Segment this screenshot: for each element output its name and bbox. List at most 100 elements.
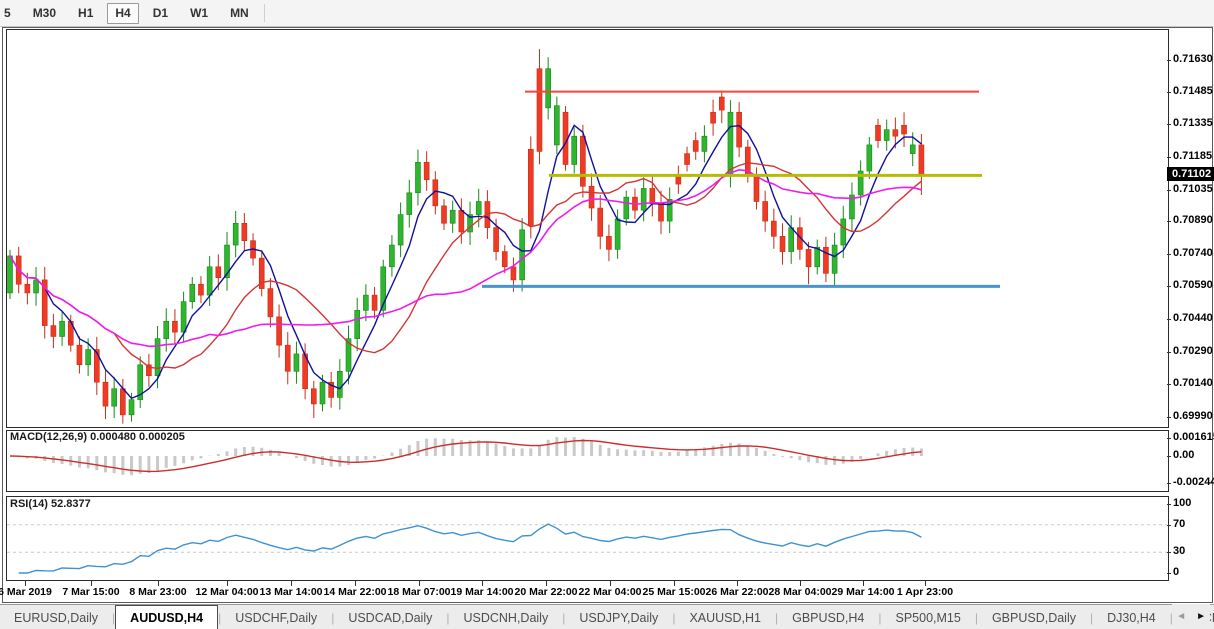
time-axis-label: 20 Mar 22:00 <box>514 586 578 598</box>
timeframe-button-5[interactable]: 5 <box>4 5 11 20</box>
macd-indicator-plot[interactable] <box>6 430 1169 492</box>
chart-tab-usdcnh-daily[interactable]: USDCNH,Daily <box>463 610 549 625</box>
time-axis-label: 29 Mar 14:00 <box>831 586 895 598</box>
axis-tick <box>1167 124 1171 126</box>
tab-separator: | <box>1089 610 1094 625</box>
axis-tick <box>1167 504 1171 505</box>
time-axis-label: 26 Mar 22:00 <box>705 586 769 598</box>
chart-tab-usdcad-daily[interactable]: USDCAD,Daily <box>348 610 433 625</box>
price-axis-label: 0.70890 <box>1173 214 1213 227</box>
timeframe-button-d1[interactable]: D1 <box>152 5 169 20</box>
price-axis-label: 0.71485 <box>1173 84 1213 97</box>
chart-tab-usdchf-daily[interactable]: USDCHF,Daily <box>235 610 318 625</box>
tab-scroll-right-icon[interactable]: ► <box>1196 611 1206 622</box>
tab-separator: | <box>446 610 450 625</box>
axis-tick <box>1167 253 1171 255</box>
axis-tick <box>1167 189 1171 191</box>
time-axis-label: 22 Mar 04:00 <box>578 586 642 598</box>
axis-tick <box>1167 60 1171 61</box>
chart-tab-audusd-h4[interactable]: AUDUSD,H4 <box>115 605 219 629</box>
chart-tab-usdjpy-daily[interactable]: USDJPY,Daily <box>579 610 659 625</box>
price-axis-label: 0.70590 <box>1173 279 1213 292</box>
tab-separator: | <box>562 610 566 625</box>
macd-axis-label: 0.001615 <box>1173 430 1214 443</box>
timeframe-button-m30[interactable]: M30 <box>32 5 57 20</box>
price-axis-label: 0.69990 <box>1173 410 1213 423</box>
axis-tick <box>1167 319 1171 321</box>
axis-tick <box>1167 156 1171 158</box>
current-price-tag: 0.71102 <box>1167 166 1214 181</box>
axis-tick <box>1167 524 1171 526</box>
rsi-axis-label: 30 <box>1173 545 1186 558</box>
axis-tick <box>1167 286 1171 288</box>
price-chart-plot[interactable] <box>6 29 1169 428</box>
time-axis-tick <box>863 581 864 586</box>
price-axis-label: 0.70140 <box>1173 377 1213 390</box>
time-axis-label: 28 Mar 04:00 <box>768 586 832 598</box>
timeframe-button-mn[interactable]: MN <box>230 5 249 20</box>
tab-separator: | <box>878 610 882 625</box>
chart-tab-eurusd-daily[interactable]: EURUSD,Daily <box>14 610 99 625</box>
rsi-axis-label: 0 <box>1173 566 1180 578</box>
time-axis-tick <box>419 581 420 586</box>
chart-tab-gbpusd-daily[interactable]: GBPUSD,Daily <box>991 610 1076 625</box>
chart-tab-sp500-m15[interactable]: SP500,M15 <box>895 610 961 625</box>
axis-tick <box>1167 483 1171 485</box>
chart-tab-gbpusd-h4[interactable]: GBPUSD,H4 <box>792 610 865 625</box>
axis-tick <box>1167 91 1171 93</box>
rsi-label: RSI(14) 52.8377 <box>10 498 91 510</box>
timeframe-button-h4[interactable]: H4 <box>107 2 139 24</box>
tab-separator: | <box>218 610 222 625</box>
time-axis-label: 8 Mar 23:00 <box>129 586 187 598</box>
price-axis-label: 0.71035 <box>1173 182 1213 195</box>
axis-tick <box>1167 437 1171 439</box>
tab-separator: | <box>1170 605 1173 629</box>
time-axis-label: 18 Mar 07:00 <box>387 586 451 598</box>
chart-tab-dj30-h4[interactable]: DJ30,H4 <box>1107 610 1156 625</box>
axis-tick <box>1167 351 1171 353</box>
tab-scroll-buttons: ◄ ► <box>1172 604 1210 629</box>
time-axis-label: 12 Mar 04:00 <box>195 586 259 598</box>
axis-tick <box>1167 456 1171 457</box>
tab-separator: | <box>112 610 116 625</box>
tab-scroll-left-icon[interactable]: ◄ <box>1176 611 1187 622</box>
toolbar-separator <box>263 4 265 22</box>
price-axis-label: 0.71185 <box>1173 149 1213 162</box>
time-axis-tick <box>610 581 611 586</box>
axis-tick <box>1167 417 1171 419</box>
rsi-axis-label: 70 <box>1173 517 1186 530</box>
time-axis-tick <box>91 581 92 586</box>
timeframe-button-w1[interactable]: W1 <box>190 5 209 20</box>
chart-tab-bar: EURUSD,Daily | AUDUSD,H4 | USDCHF,Daily | USDC… <box>0 604 1214 629</box>
axis-tick <box>1167 552 1171 554</box>
price-axis-label: 0.70740 <box>1173 246 1213 259</box>
macd-axis-label: -0.002443 <box>1173 476 1214 489</box>
time-axis-label: 25 Mar 15:00 <box>642 586 706 598</box>
time-axis-tick <box>674 581 675 586</box>
price-axis-label: 0.71335 <box>1173 117 1213 130</box>
chart-tab-xauusd-h1[interactable]: XAUUSD,H1 <box>689 610 761 625</box>
time-axis-tick <box>546 581 547 586</box>
time-axis-tick <box>227 581 228 586</box>
time-axis-label: 14 Mar 22:00 <box>323 586 387 598</box>
price-axis-label: 0.71630 <box>1173 53 1213 65</box>
time-axis-tick <box>482 581 483 586</box>
time-axis-label: 6 Mar 2019 <box>0 586 52 598</box>
rsi-indicator-plot[interactable] <box>6 496 1169 581</box>
time-axis-tick <box>800 581 801 586</box>
time-axis-tick <box>737 581 738 586</box>
price-axis-label: 0.70440 <box>1173 312 1213 325</box>
timeframe-button-h1[interactable]: H1 <box>78 5 94 20</box>
time-axis-label: 13 Mar 14:00 <box>259 586 323 598</box>
tab-separator: | <box>672 610 676 625</box>
axis-tick <box>1167 221 1171 223</box>
time-axis-label: 1 Apr 23:00 <box>896 586 954 598</box>
price-axis-label: 0.70290 <box>1173 344 1213 357</box>
time-axis-label: 19 Mar 14:00 <box>450 586 514 598</box>
time-axis-tick <box>291 581 292 586</box>
time-axis-tick <box>925 581 926 586</box>
macd-label: MACD(12,26,9) 0.000480 0.000205 <box>10 431 185 443</box>
chart-window[interactable]: ▲AUDUSD,H4 0.71137 0.71152 0.71033 0.711… <box>0 27 1214 603</box>
time-axis-tick <box>355 581 356 586</box>
